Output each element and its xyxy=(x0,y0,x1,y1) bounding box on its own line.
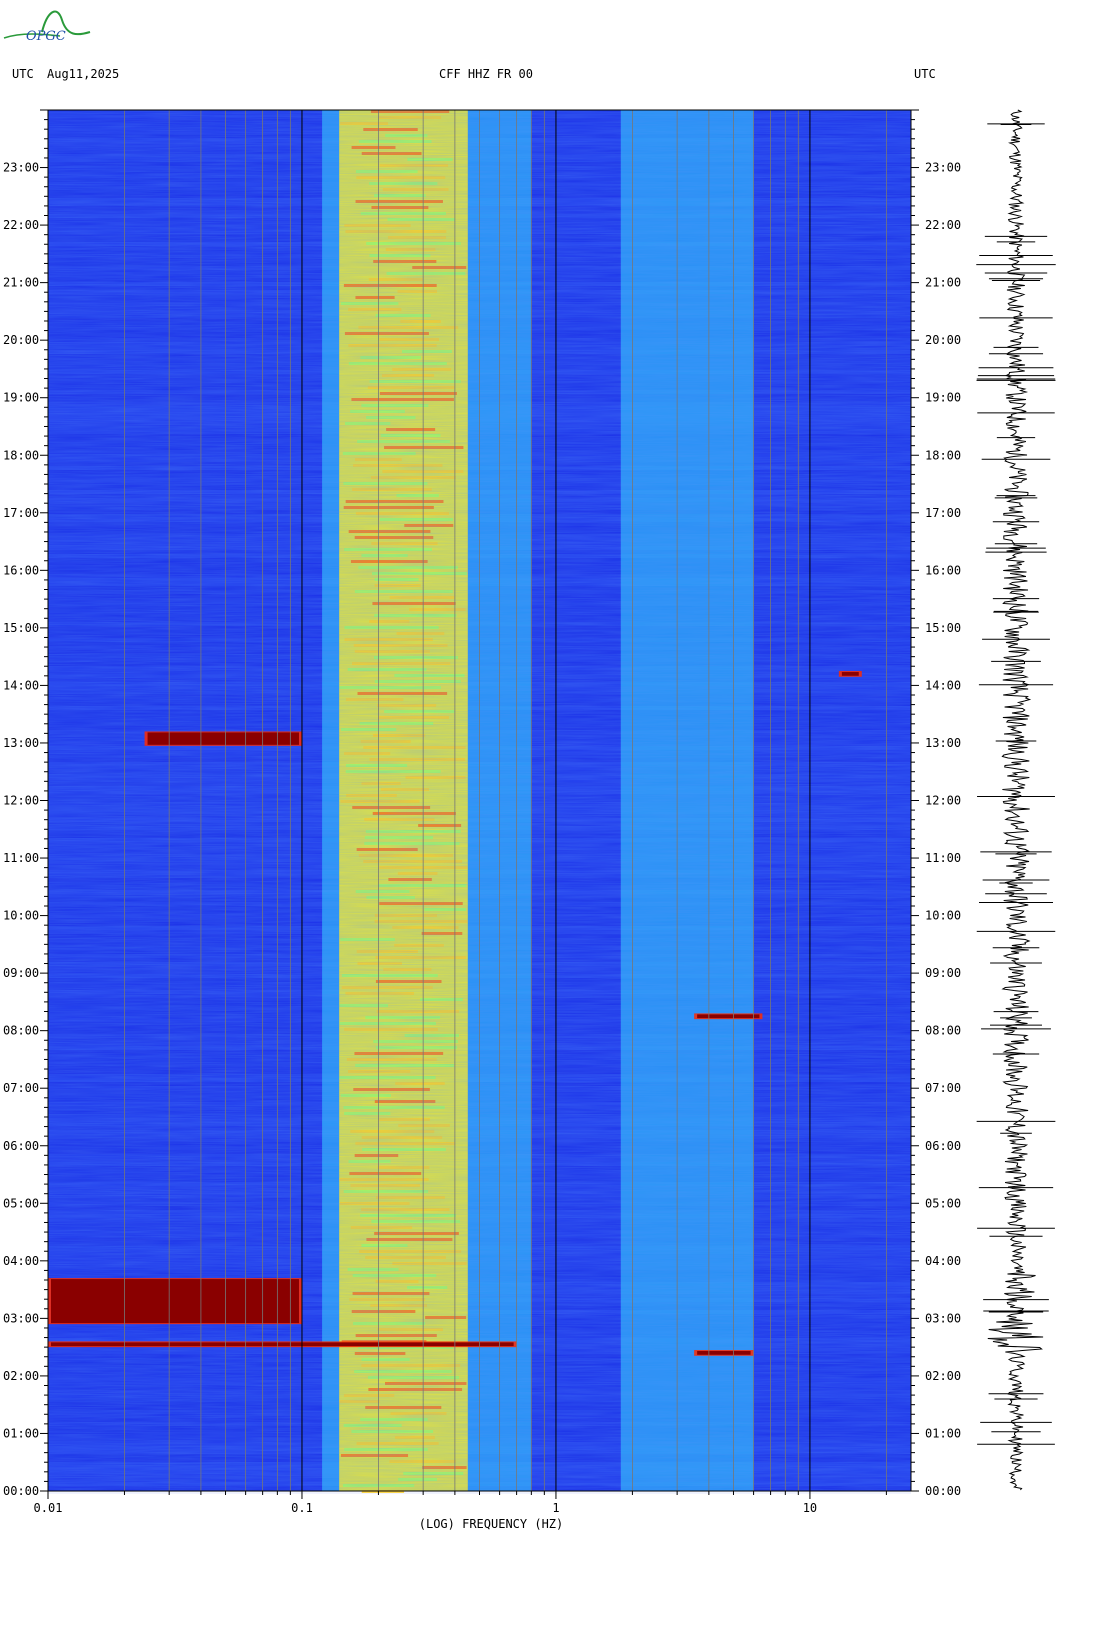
opgc-logo-text: OPGC xyxy=(26,29,66,44)
x-tick-label: 0.01 xyxy=(34,1501,63,1515)
y-tick-label-left: 21:00 xyxy=(3,276,39,290)
y-tick-label-right: 22:00 xyxy=(925,218,961,232)
y-tick-label-right: 12:00 xyxy=(925,794,961,808)
y-tick-label-left: 00:00 xyxy=(3,1484,39,1498)
y-tick-label-left: 17:00 xyxy=(3,506,39,520)
y-tick-label-left: 12:00 xyxy=(3,794,39,808)
time-axis-right: 00:00 01:00 02:00 03:00 04:00 05:00 06:00 07:00… xyxy=(910,109,961,1498)
y-tick-label-right: 10:00 xyxy=(925,909,961,923)
x-tick-label: 1 xyxy=(552,1501,559,1515)
y-tick-label-right: 15:00 xyxy=(925,621,961,635)
header-station: CFF HHZ FR 00 xyxy=(439,67,533,81)
y-tick-label-left: 05:00 xyxy=(3,1196,39,1210)
seismogram-trace xyxy=(976,109,1056,1491)
y-tick-label-right: 20:00 xyxy=(925,333,961,347)
waveform-trace xyxy=(987,109,1044,1491)
header-date: Aug11,2025 xyxy=(47,67,120,81)
y-tick-label-left: 18:00 xyxy=(3,448,39,462)
y-tick-label-right: 09:00 xyxy=(925,966,961,980)
y-tick-label-left: 06:00 xyxy=(3,1139,39,1153)
y-tick-label-left: 16:00 xyxy=(3,563,39,577)
y-tick-label-left: 14:00 xyxy=(3,678,39,692)
y-tick-label-right: 14:00 xyxy=(925,678,961,692)
y-tick-label-left: 09:00 xyxy=(3,966,39,980)
y-tick-label-right: 06:00 xyxy=(925,1139,961,1153)
y-tick-label-left: 07:00 xyxy=(3,1081,39,1095)
y-tick-label-right: 01:00 xyxy=(925,1426,961,1440)
y-tick-label-left: 11:00 xyxy=(3,851,39,865)
y-tick-label-right: 04:00 xyxy=(925,1254,961,1268)
x-tick-label: 0.1 xyxy=(291,1501,313,1515)
y-tick-label-left: 19:00 xyxy=(3,391,39,405)
event-0 xyxy=(51,1279,299,1324)
y-tick-label-right: 03:00 xyxy=(925,1311,961,1325)
y-tick-label-right: 02:00 xyxy=(925,1369,961,1383)
x-tick-label: 10 xyxy=(803,1501,817,1515)
y-tick-label-left: 20:00 xyxy=(3,333,39,347)
y-tick-label-right: 16:00 xyxy=(925,563,961,577)
x-axis-label: (LOG) FREQUENCY (HZ) xyxy=(0,1517,1102,1589)
y-tick-label-right: 00:00 xyxy=(925,1484,961,1498)
y-tick-label-left: 01:00 xyxy=(3,1426,39,1440)
y-tick-label-right: 07:00 xyxy=(925,1081,961,1095)
event-5 xyxy=(841,672,859,676)
y-tick-label-left: 22:00 xyxy=(3,218,39,232)
time-axis-left: 00:00 01:00 02:00 03:00 04:00 05:00 06:00 07:00… xyxy=(3,109,49,1498)
y-tick-label-right: 08:00 xyxy=(925,1024,961,1038)
y-tick-label-left: 08:00 xyxy=(3,1024,39,1038)
y-tick-label-right: 23:00 xyxy=(925,161,961,175)
y-tick-label-right: 21:00 xyxy=(925,276,961,290)
header-left-tz: UTC xyxy=(12,67,34,81)
x-axis-label-text: (LOG) FREQUENCY (HZ) xyxy=(418,1517,564,1531)
y-tick-label-left: 23:00 xyxy=(3,161,39,175)
y-tick-label-right: 17:00 xyxy=(925,506,961,520)
frequency-axis: 0.01 0.1 1 10 xyxy=(34,1491,887,1515)
event-3 xyxy=(697,1014,760,1019)
y-tick-label-left: 03:00 xyxy=(3,1311,39,1325)
y-tick-label-left: 13:00 xyxy=(3,736,39,750)
event-1 xyxy=(51,1342,514,1347)
y-tick-label-left: 02:00 xyxy=(3,1369,39,1383)
header-right-tz: UTC xyxy=(914,67,936,81)
y-tick-label-left: 04:00 xyxy=(3,1254,39,1268)
event-2 xyxy=(147,732,299,745)
y-tick-label-right: 11:00 xyxy=(925,851,961,865)
y-tick-label-right: 18:00 xyxy=(925,448,961,462)
y-tick-label-left: 10:00 xyxy=(3,909,39,923)
event-4 xyxy=(697,1351,751,1355)
opgc-logo: OPGC xyxy=(2,2,102,44)
y-tick-label-left: 15:00 xyxy=(3,621,39,635)
y-tick-label-right: 05:00 xyxy=(925,1196,961,1210)
y-tick-label-right: 13:00 xyxy=(925,736,961,750)
y-tick-label-right: 19:00 xyxy=(925,391,961,405)
